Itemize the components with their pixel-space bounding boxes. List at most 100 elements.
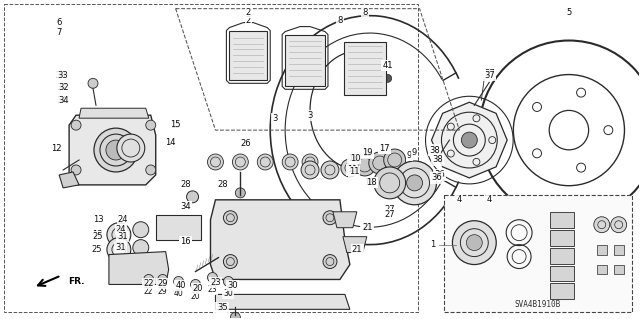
Text: 27: 27 [385,210,395,219]
Text: 6: 6 [56,18,62,27]
Circle shape [223,277,234,286]
Text: 24: 24 [116,225,126,234]
Circle shape [236,188,245,198]
Polygon shape [285,34,325,86]
Circle shape [321,161,339,179]
Circle shape [71,120,81,130]
Text: 8: 8 [362,8,367,17]
Text: FR.: FR. [68,277,84,286]
Text: 16: 16 [180,237,191,246]
Text: 37: 37 [484,69,495,78]
Text: 23: 23 [210,278,221,287]
Polygon shape [216,294,350,309]
Text: 25: 25 [92,245,102,254]
Circle shape [133,240,148,256]
Text: 29: 29 [157,279,168,288]
Bar [4,4,417,312]
Circle shape [301,161,319,179]
Polygon shape [333,212,357,228]
Polygon shape [79,108,148,118]
Text: 22: 22 [143,279,154,288]
Text: 21: 21 [351,245,362,254]
Bar [444,195,632,312]
Text: 17: 17 [380,144,390,152]
Text: 14: 14 [165,137,176,146]
Circle shape [88,78,98,88]
Text: 19: 19 [362,149,373,158]
Bar [550,248,574,263]
Circle shape [207,272,218,282]
Text: 18: 18 [367,178,377,187]
Text: 18: 18 [364,178,375,187]
Circle shape [207,154,223,170]
Circle shape [223,255,237,269]
Text: 6: 6 [56,18,62,27]
Text: 7: 7 [56,28,62,37]
Polygon shape [211,200,350,279]
Polygon shape [59,172,79,188]
Text: 21: 21 [353,245,363,254]
Circle shape [71,165,81,175]
Circle shape [146,165,156,175]
Text: 2: 2 [246,8,251,17]
Text: 35: 35 [217,303,228,312]
Text: 41: 41 [383,61,393,70]
Text: 23: 23 [207,285,218,294]
Circle shape [282,154,298,170]
Text: 34: 34 [180,202,191,211]
Bar [550,212,574,228]
Text: 37: 37 [484,71,495,80]
Circle shape [187,191,198,203]
Polygon shape [343,237,367,253]
Text: 40: 40 [175,281,186,290]
Circle shape [467,235,483,251]
Text: 8: 8 [337,16,342,25]
Text: 1: 1 [430,240,435,249]
Text: 10: 10 [349,153,360,162]
Text: 22: 22 [144,287,154,296]
Polygon shape [109,252,169,285]
Circle shape [157,274,168,285]
Text: 35: 35 [215,303,226,312]
Text: 31: 31 [116,243,126,252]
Text: 13: 13 [93,215,103,224]
Text: 17: 17 [380,144,390,152]
Circle shape [323,211,337,225]
Text: 27: 27 [385,205,395,214]
Circle shape [341,159,359,177]
Text: 14: 14 [165,137,176,146]
Text: 11: 11 [347,166,357,174]
Circle shape [384,149,406,171]
Text: 4: 4 [457,195,462,204]
Circle shape [230,312,241,319]
Text: 38: 38 [432,155,443,165]
Text: 33: 33 [58,71,68,80]
Bar [614,264,623,274]
Text: 36: 36 [431,174,442,182]
Text: 4: 4 [486,195,492,204]
Bar [550,284,574,300]
Circle shape [117,134,145,162]
Text: SVA4B1910B: SVA4B1910B [515,300,561,309]
Circle shape [384,74,392,82]
Text: 26: 26 [240,138,251,148]
Bar [596,245,607,255]
Text: 36: 36 [434,170,445,179]
Circle shape [257,154,273,170]
Text: 3: 3 [307,111,313,120]
Text: 34: 34 [56,96,67,105]
Circle shape [374,167,406,199]
Text: 15: 15 [170,121,181,130]
Text: 32: 32 [58,83,68,92]
Circle shape [146,120,156,130]
Circle shape [94,128,138,172]
Polygon shape [69,115,156,185]
Text: 28: 28 [180,180,191,189]
Text: 12: 12 [51,144,61,152]
Text: 41: 41 [383,61,393,70]
Circle shape [369,152,390,174]
Text: 2: 2 [246,16,251,25]
Circle shape [191,279,200,289]
Text: 28: 28 [217,180,228,189]
Circle shape [393,161,436,205]
